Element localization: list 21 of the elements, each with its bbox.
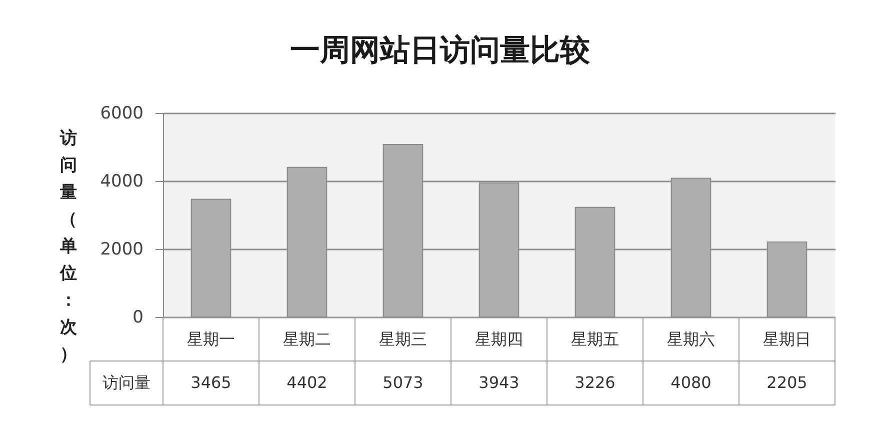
text: 访问量（单位：次） [60,128,77,364]
data-label: 3943 [478,373,520,392]
data-label: 4080 [670,373,712,392]
y-tick-label: 0 [132,308,144,328]
data-label: 4402 [286,373,328,392]
x-tick-label: 星期五 [571,330,619,348]
data-label: 3465 [190,373,232,392]
data-label: 3226 [574,373,616,392]
chart-title: 一周网站日访问量比较 [290,33,591,68]
data-label: 5073 [382,373,424,392]
y-tick-label: 4000 [100,172,144,192]
y-tick-label: 6000 [100,104,144,124]
y-tick-label: 2000 [100,240,144,260]
data-label: 2205 [766,373,808,392]
text: 访问量 [102,373,150,392]
x-tick-label: 星期二 [283,330,331,348]
x-tick-label: 星期三 [379,330,427,348]
x-tick-label: 星期四 [475,330,523,348]
x-tick-label: 星期一 [187,330,235,348]
x-tick-label: 星期六 [667,330,715,348]
x-tick-label: 星期日 [763,330,811,348]
